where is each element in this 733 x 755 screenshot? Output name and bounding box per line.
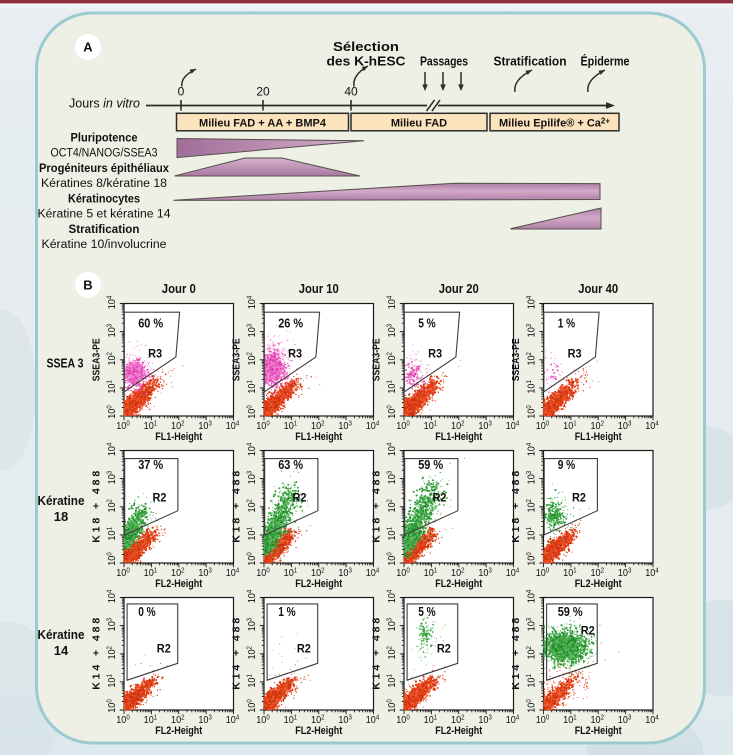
svg-text:SSEA3-PE: SSEA3-PE <box>510 338 522 381</box>
svg-text:FL2-Height: FL2-Height <box>295 578 342 590</box>
svg-text:SSEA3-PE: SSEA3-PE <box>230 338 242 381</box>
svg-text:40: 40 <box>344 85 358 99</box>
svg-text:Pluripotence: Pluripotence <box>71 133 138 145</box>
svg-text:FL2-Height: FL2-Height <box>575 578 622 590</box>
svg-text:FL2-Height: FL2-Height <box>435 578 482 590</box>
svg-text:FL2-Height: FL2-Height <box>155 578 202 590</box>
svg-text:K14 + 488: K14 + 488 <box>90 618 102 690</box>
svg-text:OCT4/NANOG/SSEA3: OCT4/NANOG/SSEA3 <box>51 148 158 160</box>
svg-text:Jour 40: Jour 40 <box>578 282 618 296</box>
svg-text:20: 20 <box>256 85 270 99</box>
svg-text:Épiderme: Épiderme <box>581 54 630 69</box>
svg-text:Milieu FAD: Milieu FAD <box>391 117 447 129</box>
svg-text:FL2-Height: FL2-Height <box>155 725 202 737</box>
svg-text:R2: R2 <box>293 493 307 505</box>
svg-text:K18 + 488: K18 + 488 <box>230 471 242 543</box>
svg-text:5 %: 5 % <box>418 604 436 619</box>
svg-text:K18 + 488: K18 + 488 <box>90 471 102 543</box>
svg-text:Kératine 5 et kératine 14: Kératine 5 et kératine 14 <box>38 209 172 221</box>
svg-text:18: 18 <box>54 509 68 524</box>
svg-text:FL1-Height: FL1-Height <box>435 431 482 443</box>
svg-text:R2: R2 <box>433 493 447 505</box>
svg-text:R2: R2 <box>153 493 167 505</box>
svg-text:Kératine: Kératine <box>38 493 85 508</box>
svg-text:0: 0 <box>178 85 185 99</box>
svg-text:14: 14 <box>54 643 69 658</box>
svg-text:SSEA3-PE: SSEA3-PE <box>90 338 102 381</box>
svg-text:Kératine: Kératine <box>38 627 85 642</box>
svg-text:59 %: 59 % <box>418 457 443 472</box>
svg-text:R3: R3 <box>568 348 582 360</box>
svg-text:FL1-Height: FL1-Height <box>575 431 622 443</box>
svg-text:Milieu Epilife® + Ca2+: Milieu Epilife® + Ca2+ <box>499 116 610 129</box>
svg-text:R2: R2 <box>297 643 311 655</box>
svg-text:Stratification: Stratification <box>69 224 140 236</box>
svg-text:1 %: 1 % <box>278 604 296 619</box>
svg-text:5 %: 5 % <box>418 316 436 331</box>
svg-text:Jour 10: Jour 10 <box>299 282 339 296</box>
svg-text:Stratification: Stratification <box>494 55 567 69</box>
svg-text:K18 + 488: K18 + 488 <box>510 471 522 543</box>
svg-text:FL2-Height: FL2-Height <box>435 725 482 737</box>
svg-text:59 %: 59 % <box>558 604 583 619</box>
svg-text:Jour 0: Jour 0 <box>162 282 196 296</box>
svg-text:Kératines 8/kératine 18: Kératines 8/kératine 18 <box>41 178 167 190</box>
svg-text:FL1-Height: FL1-Height <box>155 431 202 443</box>
svg-text:R2: R2 <box>157 643 171 655</box>
svg-text:R2: R2 <box>581 626 595 638</box>
svg-text:R2: R2 <box>572 493 586 505</box>
svg-text:R3: R3 <box>288 348 302 360</box>
svg-text:63 %: 63 % <box>278 457 303 472</box>
svg-text:Jour 20: Jour 20 <box>439 282 479 296</box>
svg-text:Kératine 10/involucrine: Kératine 10/involucrine <box>42 239 167 251</box>
svg-text:des K-hESC: des K-hESC <box>327 55 406 69</box>
svg-text:FL2-Height: FL2-Height <box>295 725 342 737</box>
svg-text:1 %: 1 % <box>558 316 576 331</box>
svg-text:SSEA 3: SSEA 3 <box>47 356 84 371</box>
svg-text:B: B <box>83 278 92 293</box>
svg-text:R3: R3 <box>428 348 442 360</box>
svg-text:37 %: 37 % <box>138 457 163 472</box>
svg-text:Kératinocytes: Kératinocytes <box>68 194 140 206</box>
svg-text:R3: R3 <box>148 348 162 360</box>
svg-text:Jours in vitro: Jours in vitro <box>69 96 140 111</box>
svg-text:60 %: 60 % <box>138 316 163 331</box>
svg-text:Passages: Passages <box>420 55 468 69</box>
svg-text:FL2-Height: FL2-Height <box>575 725 622 737</box>
svg-text:9 %: 9 % <box>558 457 576 472</box>
svg-text:A: A <box>83 40 93 55</box>
svg-text:K18 + 488: K18 + 488 <box>370 471 382 543</box>
svg-text:0 %: 0 % <box>138 604 156 619</box>
svg-text:Sélection: Sélection <box>333 40 399 54</box>
svg-text:26 %: 26 % <box>278 316 303 331</box>
svg-text:Milieu FAD + AA + BMP4: Milieu FAD + AA + BMP4 <box>199 117 327 129</box>
svg-text:R2: R2 <box>437 643 451 655</box>
svg-text:K14 + 488: K14 + 488 <box>370 618 382 690</box>
svg-text:Progéniteurs épithéliaux: Progéniteurs épithéliaux <box>39 163 170 175</box>
svg-text:K14 + 488: K14 + 488 <box>510 618 522 690</box>
svg-text:SSEA3-PE: SSEA3-PE <box>370 338 382 381</box>
svg-text:FL1-Height: FL1-Height <box>295 431 342 443</box>
svg-text:K14 + 488: K14 + 488 <box>230 618 242 690</box>
